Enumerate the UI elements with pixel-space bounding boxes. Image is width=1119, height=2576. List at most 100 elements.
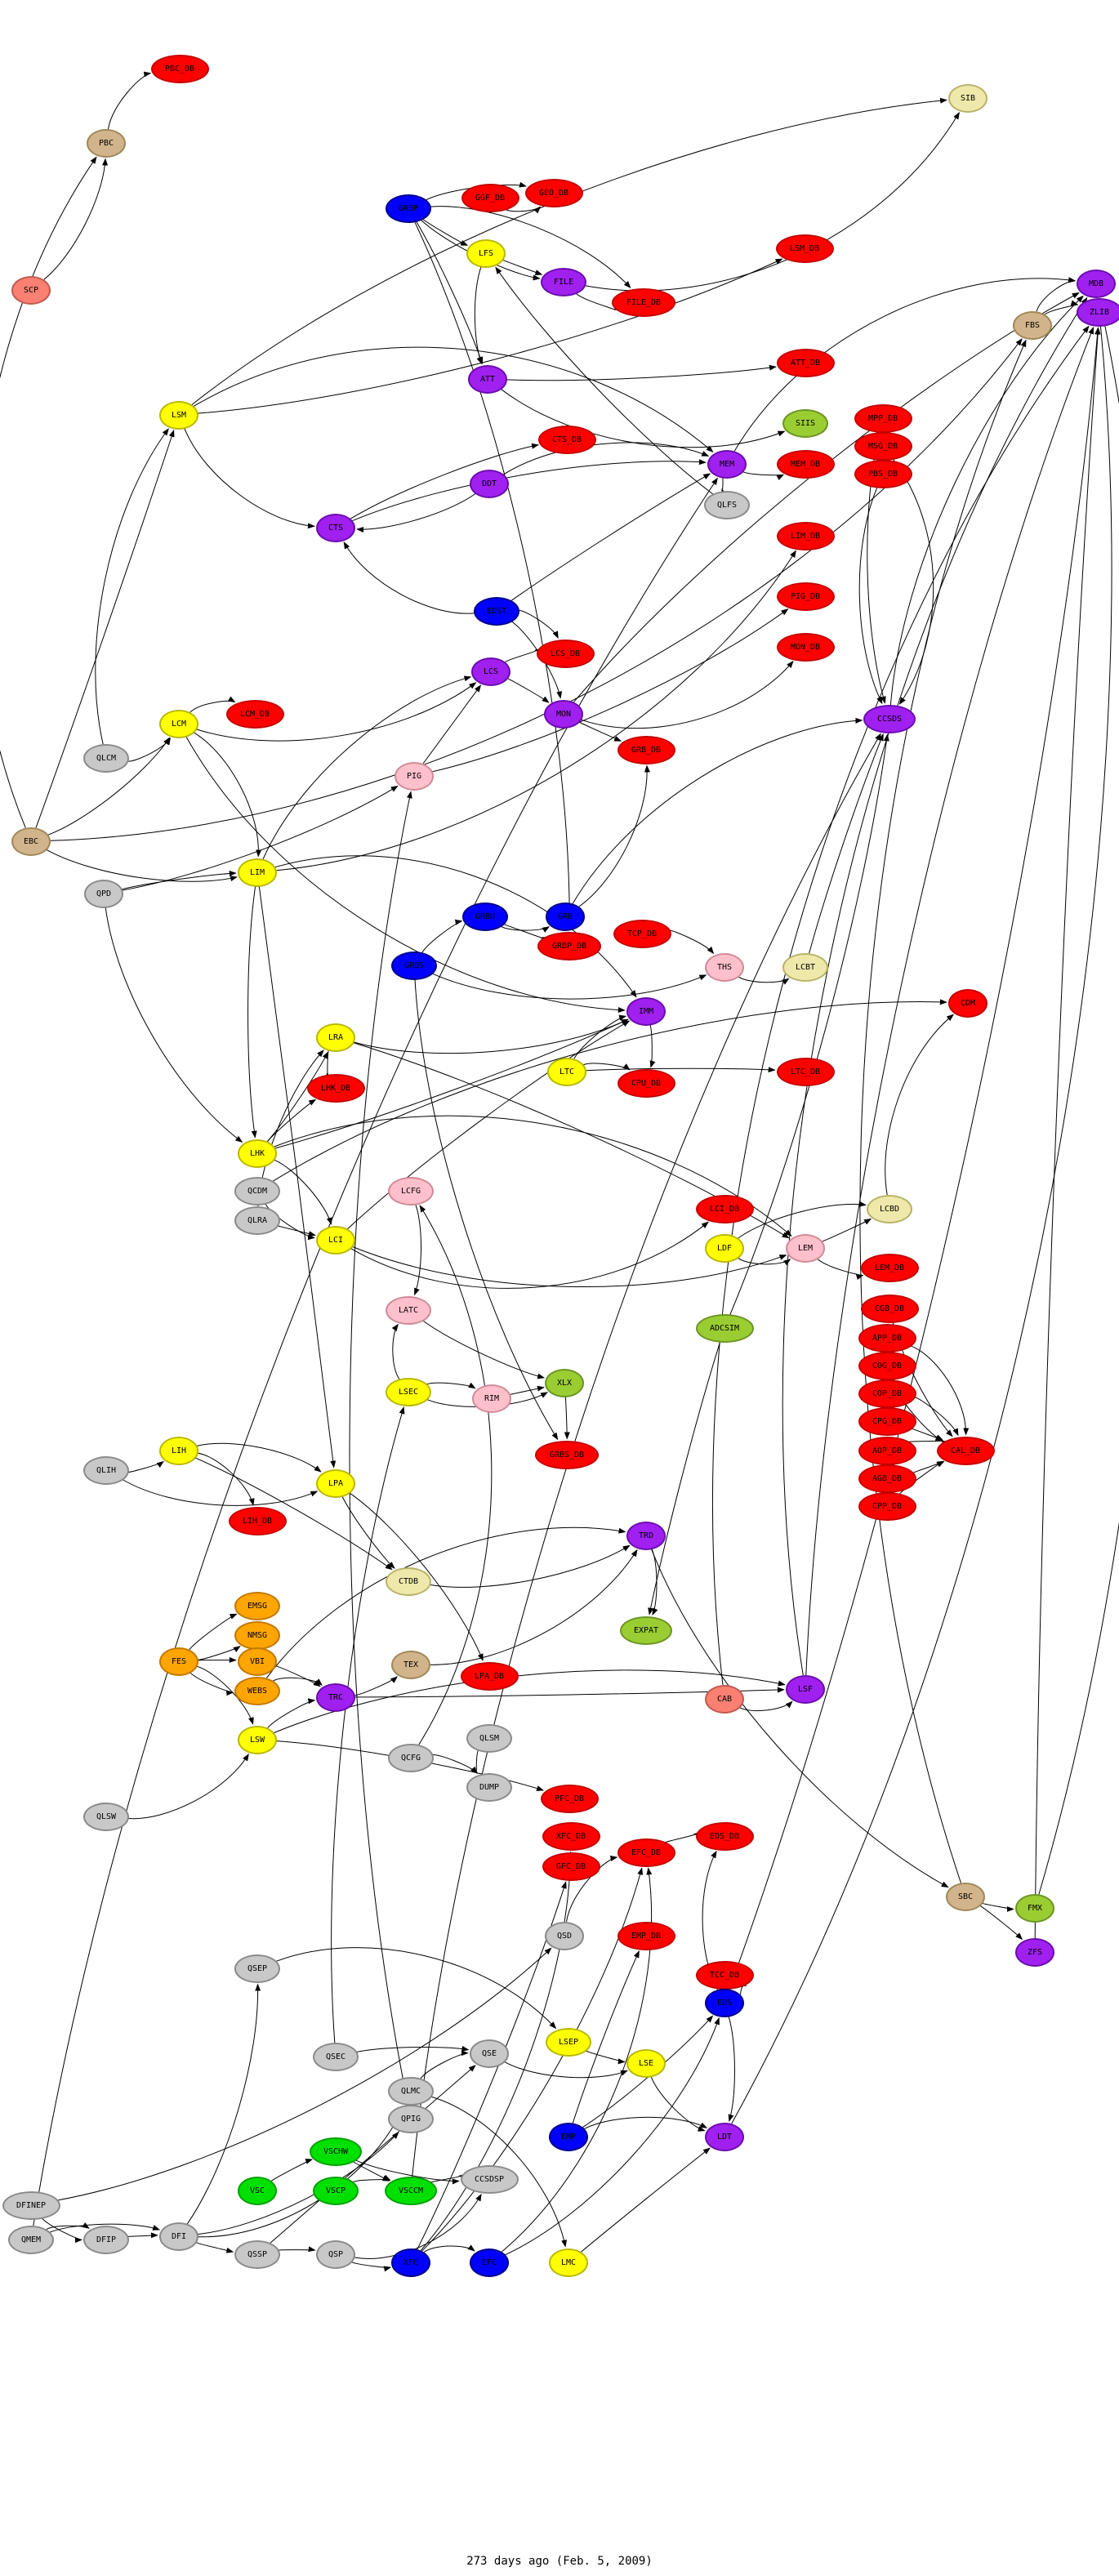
graph-node-lim[interactable]: LIM [237,858,278,887]
graph-node-grbp_db[interactable]: GRBP_DB [537,931,602,960]
graph-node-lih_db[interactable]: LIH_DB [228,1506,287,1535]
graph-node-vsccm[interactable]: VSCCM [385,2176,437,2205]
graph-node-lsm[interactable]: LSM [158,400,199,430]
graph-node-xlx[interactable]: XLX [544,1368,585,1397]
graph-node-lcbd[interactable]: LCBD [867,1194,912,1223]
graph-node-dump[interactable]: DUMP [466,1772,512,1802]
graph-node-ggf_db[interactable]: GGF_DB [461,183,519,212]
graph-node-lra[interactable]: LRA [315,1023,356,1052]
graph-node-lci[interactable]: LCI [315,1225,356,1255]
graph-node-scp[interactable]: SCP [11,275,51,305]
graph-node-efc[interactable]: EFC [469,2248,510,2277]
graph-node-att_db[interactable]: ATT_DB [776,348,835,377]
graph-node-siis[interactable]: SIIS [782,408,828,438]
graph-node-lsw[interactable]: LSW [237,1725,278,1754]
graph-node-lsec[interactable]: LSEC [386,1377,431,1406]
graph-node-dfinep[interactable]: DFINEP [2,2190,60,2220]
graph-node-pfc_db[interactable]: PFC_DB [540,1784,599,1813]
graph-node-cab[interactable]: CAB [704,1684,745,1714]
graph-node-fbs[interactable]: FBS [1012,310,1053,340]
graph-node-lcm[interactable]: LCM [158,709,199,738]
graph-node-qlsw[interactable]: QLSW [83,1802,129,1831]
graph-node-qssp[interactable]: QSSP [234,2240,280,2269]
graph-node-adcsim[interactable]: ADCSIM [695,1313,754,1343]
graph-node-qlih[interactable]: QLIH [83,1455,129,1485]
graph-node-file[interactable]: FILE [541,267,586,296]
graph-node-pig[interactable]: PIG [394,761,435,791]
graph-node-cop_db[interactable]: COP_DB [858,1379,916,1408]
graph-node-webs[interactable]: WEBS [234,1676,280,1705]
graph-node-grb_db[interactable]: GRB_DB [617,735,675,764]
graph-node-emsg[interactable]: EMSG [234,1591,280,1620]
graph-node-fmx[interactable]: FMX [1014,1893,1055,1923]
graph-node-sbc[interactable]: SBC [945,1882,986,1911]
graph-node-pbs_db[interactable]: PBS_DB [854,459,912,488]
graph-node-qlsm[interactable]: QLSM [466,1723,512,1753]
graph-node-msg_db[interactable]: MSG_DB [854,431,912,461]
graph-node-qpig[interactable]: QPIG [388,2104,434,2133]
graph-node-lci_db[interactable]: LCI_DB [695,1194,754,1223]
graph-node-cdm[interactable]: CDM [947,988,988,1018]
graph-node-mpp_db[interactable]: MPP_DB [854,403,912,433]
graph-node-dfip[interactable]: DFIP [83,2225,129,2254]
graph-node-eds_db[interactable]: EDS_DB [695,1821,754,1851]
graph-node-emp_db[interactable]: EMP_DB [617,1921,675,1950]
graph-node-cog_db[interactable]: COG_DB [858,1351,916,1380]
graph-node-cts[interactable]: CTS [315,513,356,542]
graph-node-aop_db[interactable]: AOP_DB [858,1436,916,1465]
graph-node-dfi[interactable]: DFI [158,2222,199,2251]
graph-node-grb[interactable]: GRB [545,902,586,931]
graph-node-ltc_db[interactable]: LTC_DB [776,1057,835,1086]
graph-node-lhk_db[interactable]: LHK_DB [306,1073,365,1103]
graph-node-grbp[interactable]: GRBP [386,194,431,223]
graph-node-pbc_db[interactable]: PBC_DB [150,54,209,83]
graph-node-att[interactable]: ATT [467,364,508,394]
graph-node-qlmc[interactable]: QLMC [388,2076,434,2106]
graph-node-lem[interactable]: LEM [785,1233,826,1263]
graph-node-qcdm[interactable]: QCDM [234,1176,280,1206]
graph-node-lpa_db[interactable]: LPA_DB [460,1661,519,1691]
graph-node-mon[interactable]: MON [543,699,584,729]
graph-node-emp[interactable]: EMP [548,2122,589,2151]
graph-node-lsep[interactable]: LSEP [546,2027,591,2057]
graph-node-vsc[interactable]: VSC [237,2176,278,2205]
graph-node-xfc[interactable]: XFC [390,2248,431,2277]
graph-node-lcm_db[interactable]: LCM_DB [225,699,284,729]
graph-node-grbu[interactable]: GRBU [462,902,508,931]
graph-node-ldf[interactable]: LDF [704,1233,745,1263]
graph-node-cal_db[interactable]: CAL_DB [936,1436,995,1465]
graph-node-qlfs[interactable]: QLFS [704,490,750,519]
graph-node-qlcm[interactable]: QLCM [83,743,129,773]
graph-node-mdb[interactable]: MDB [1076,269,1117,298]
graph-node-zfs[interactable]: ZFS [1014,1937,1055,1967]
graph-node-latc[interactable]: LATC [386,1295,431,1325]
graph-node-qsec[interactable]: QSEC [313,2042,359,2071]
graph-node-mem_db[interactable]: MEM_DB [776,449,835,479]
graph-node-ccsds[interactable]: CCSDS [863,704,916,733]
graph-node-trc[interactable]: TRC [315,1682,356,1712]
graph-node-qsp[interactable]: QSP [315,2240,356,2269]
graph-node-tcp_db[interactable]: TCP_DB [613,919,671,948]
graph-node-cpu_db[interactable]: CPU_DB [617,1068,675,1098]
graph-node-lfs[interactable]: LFS [466,238,506,268]
graph-node-grbs[interactable]: GRBS [391,951,437,980]
graph-node-vbi[interactable]: VBI [237,1647,278,1676]
graph-node-lse[interactable]: LSE [626,2048,666,2078]
graph-node-lim_db[interactable]: LIM_DB [776,521,835,550]
graph-node-zlib[interactable]: ZLIB [1077,297,1119,327]
graph-node-tex[interactable]: TEX [390,1650,431,1679]
graph-node-ltc[interactable]: LTC [546,1057,587,1086]
graph-node-lcfg[interactable]: LCFG [388,1176,434,1206]
graph-node-lcbt[interactable]: LCBT [782,952,828,982]
graph-node-lcs[interactable]: LCS [470,657,511,686]
graph-node-pig_db[interactable]: PIG_DB [776,582,835,611]
graph-node-lpa[interactable]: LPA [315,1468,356,1498]
graph-node-lsf[interactable]: LSF [785,1674,826,1704]
graph-node-qsep[interactable]: QSEP [234,1954,280,1983]
graph-node-mon_db[interactable]: MON_DB [776,632,835,662]
graph-node-app_db[interactable]: APP_DB [858,1323,916,1353]
graph-node-vscp[interactable]: VSCP [313,2176,359,2205]
graph-node-efc_db[interactable]: EFC_DB [617,1838,675,1867]
graph-node-eds[interactable]: EDS [704,1988,745,2017]
graph-node-cgb_db[interactable]: CGB_DB [860,1294,919,1323]
